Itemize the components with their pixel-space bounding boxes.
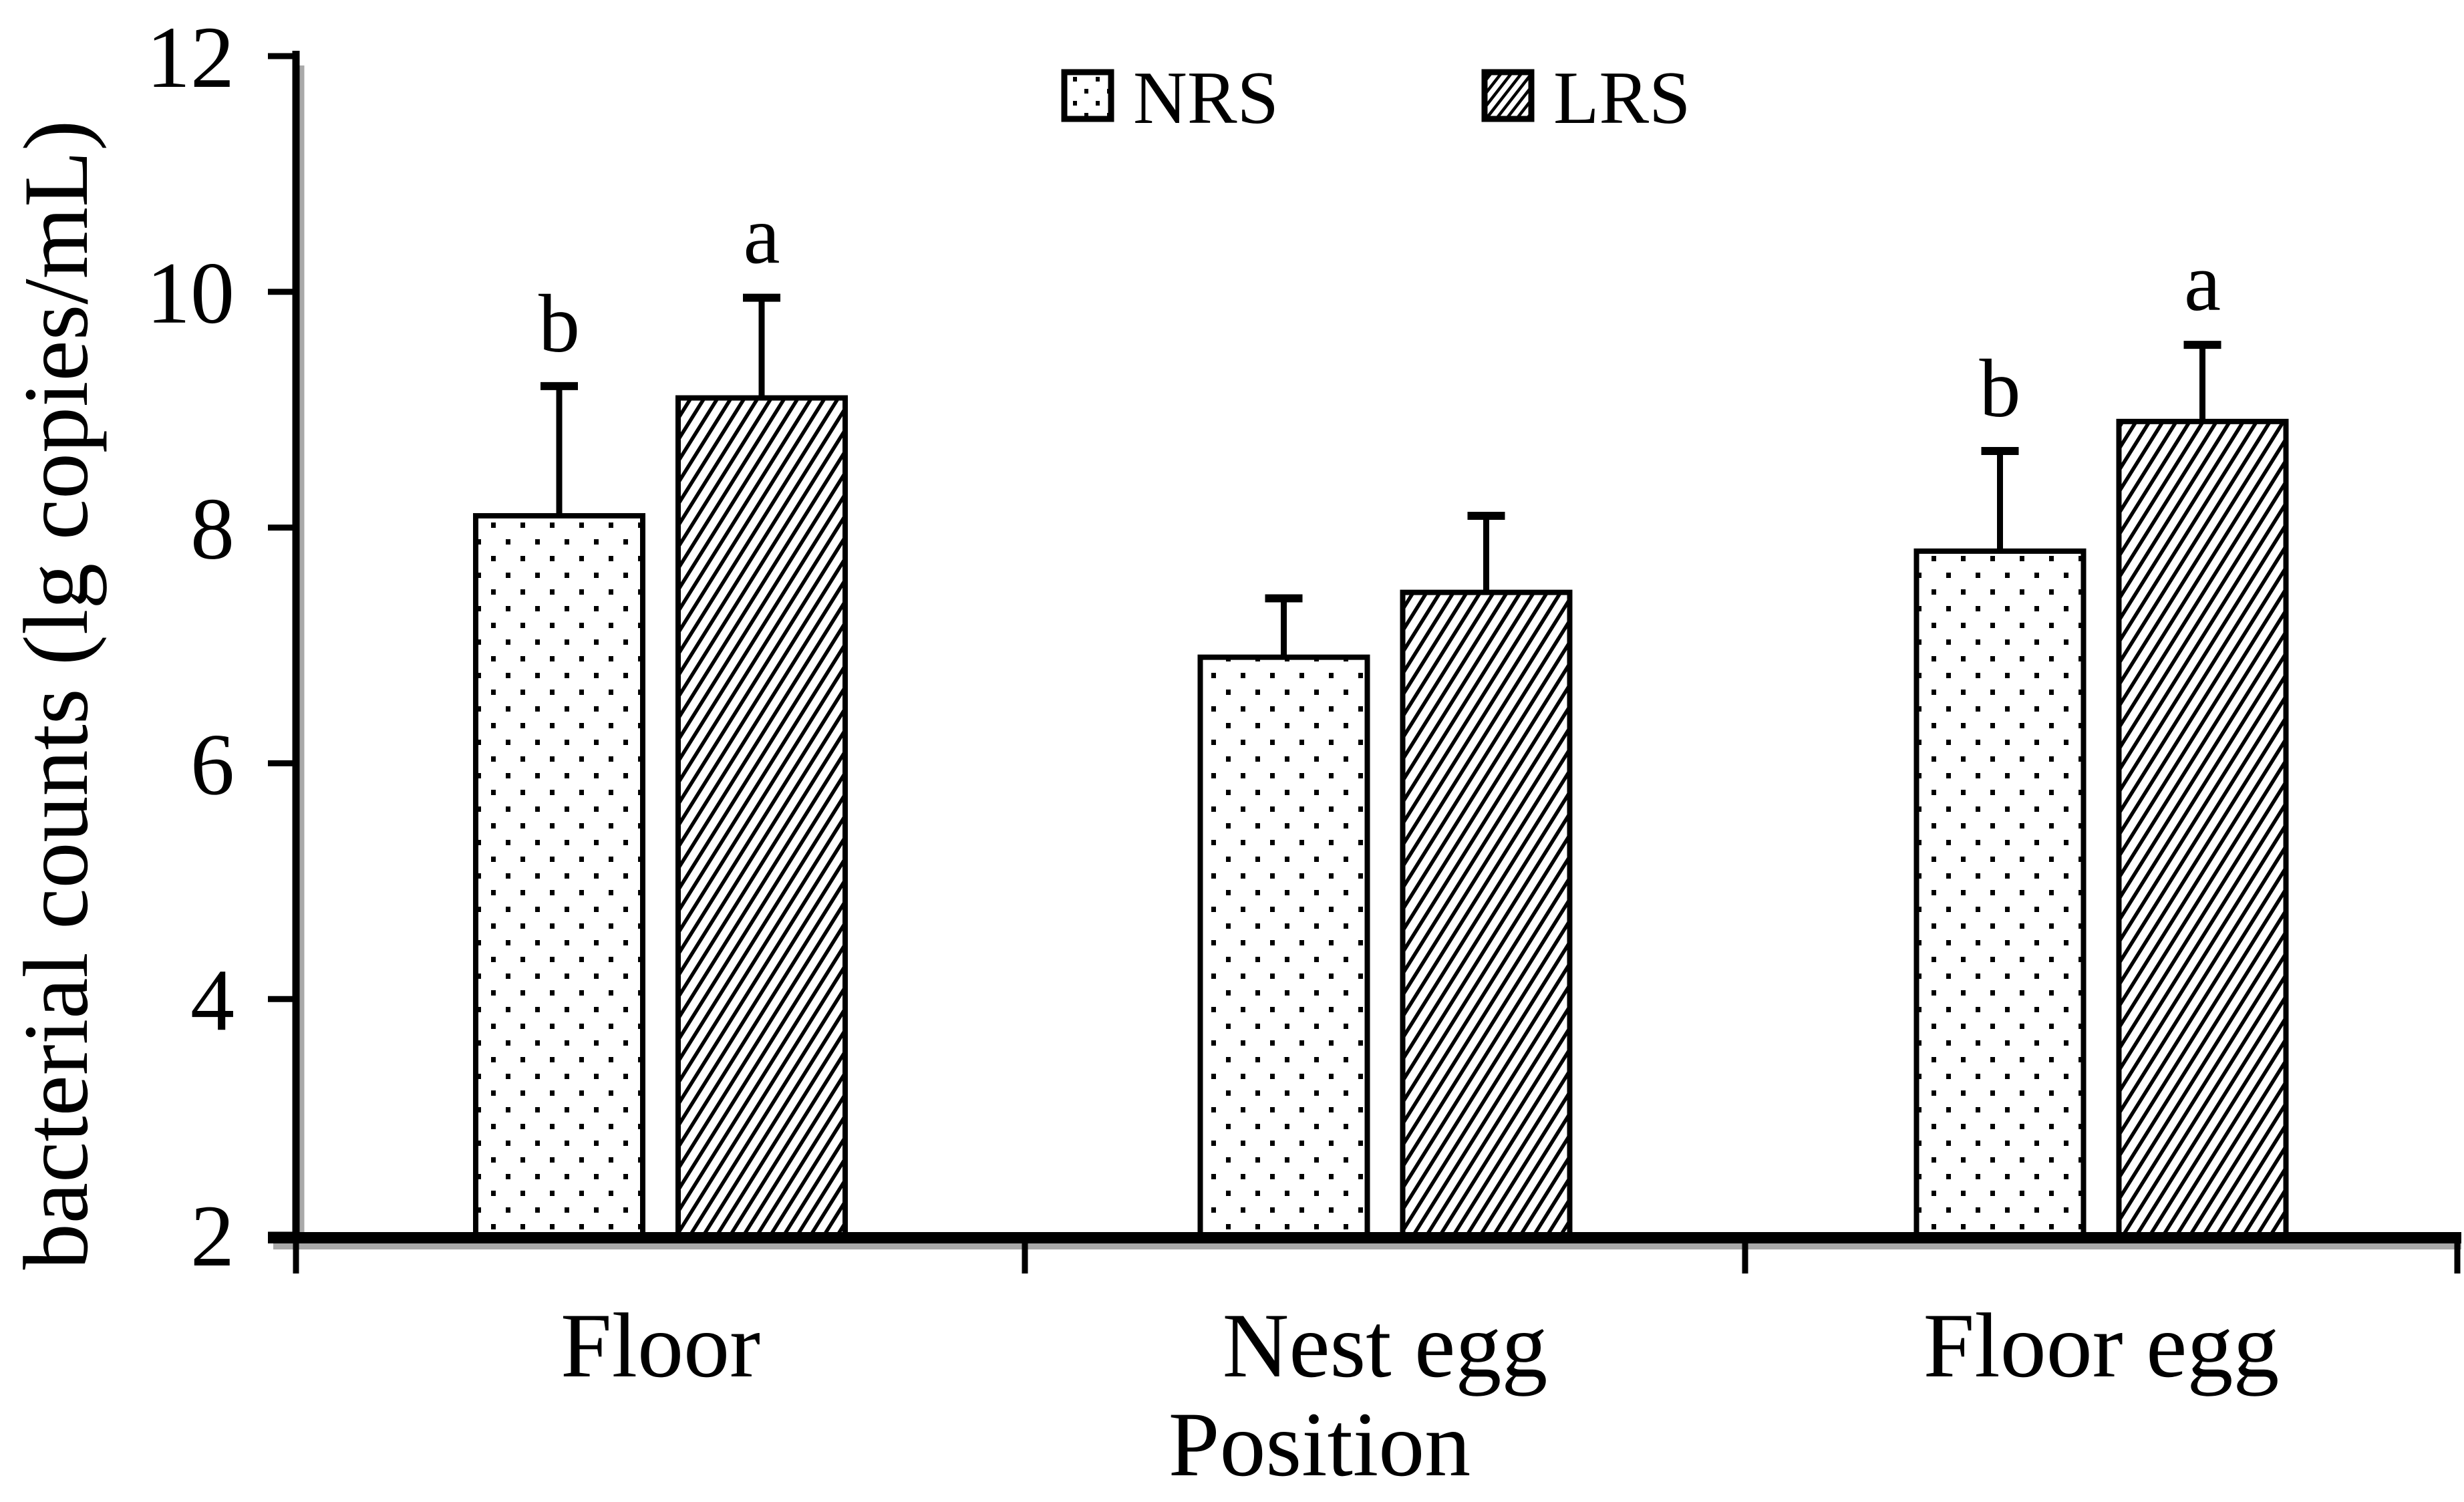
y-tick-label: 12: [146, 8, 235, 106]
bar-lrs-floor: [675, 395, 848, 1239]
y-axis-title: bacterial counts (lg copies/mL): [5, 120, 107, 1270]
y-tick-label: 10: [146, 244, 235, 342]
x-axis-shadow: [273, 1243, 2461, 1249]
y-tick-label: 2: [190, 1187, 235, 1285]
legend-label-nrs: NRS: [1133, 57, 1279, 140]
bar-nrs-floor-egg: [1913, 548, 2087, 1239]
significance-letter: a: [743, 190, 780, 281]
x-axis-line: [268, 1232, 2461, 1243]
bar-nrs-floor: [473, 512, 645, 1239]
y-tick-label: 6: [190, 715, 235, 813]
bar-nrs-nest-egg: [1197, 654, 1370, 1239]
significance-letter: b: [1980, 343, 2021, 434]
bar-lrs-nest-egg: [1400, 589, 1573, 1239]
x-category-label: Floor: [561, 1294, 760, 1396]
y-tick-label: 8: [190, 480, 235, 578]
significance-letter: a: [2184, 237, 2221, 328]
y-tick-label: 4: [190, 951, 235, 1049]
x-axis-title: Position: [1169, 1393, 1471, 1495]
x-category-label: Nest egg: [1223, 1294, 1548, 1396]
legend-swatch-lrs-icon: [1481, 69, 1535, 122]
legend-label-lrs: LRS: [1553, 57, 1690, 140]
legend-swatch-nrs-icon: [1061, 69, 1114, 122]
x-category-label: Floor egg: [1923, 1294, 2280, 1396]
bar-lrs-floor-egg: [2116, 418, 2289, 1239]
significance-letter: b: [538, 278, 580, 369]
